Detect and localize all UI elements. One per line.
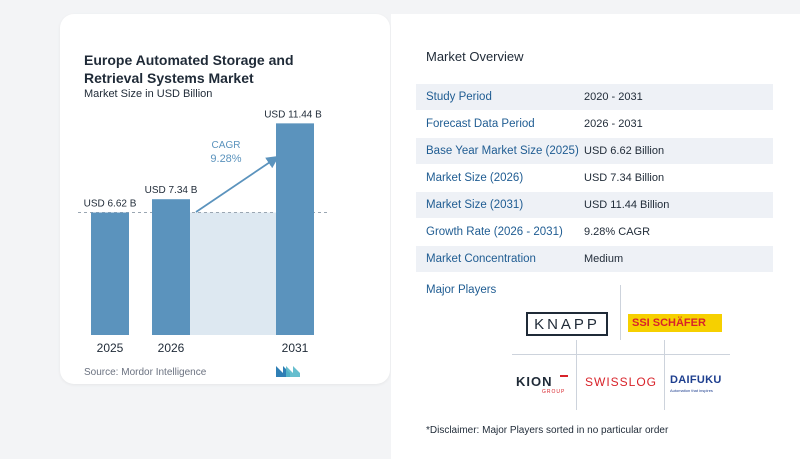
x-tick-label: 2025 xyxy=(97,341,124,355)
bar xyxy=(276,123,314,335)
overview-table: Study Period 2020 - 2031 Forecast Data Pe… xyxy=(416,84,773,273)
kion-accent-icon xyxy=(560,375,568,377)
x-tick-label: 2031 xyxy=(282,341,309,355)
divider xyxy=(620,285,621,340)
bar xyxy=(91,212,129,335)
row-value: 2026 - 2031 xyxy=(584,118,643,130)
row-key: Market Concentration xyxy=(426,253,536,265)
ssi-schaefer-logo: SSI SCHÄFER xyxy=(628,314,722,332)
daifuku-logo-text: DAIFUKU xyxy=(670,374,722,386)
divider xyxy=(576,340,577,410)
daifuku-logo-sub: Automation that inspires xyxy=(670,388,713,393)
cagr-arrow xyxy=(195,155,280,213)
chart-title: Europe Automated Storage and Retrieval S… xyxy=(84,52,294,86)
cagr-value: 9.28% xyxy=(210,153,241,165)
row-value: USD 11.44 Billion xyxy=(584,199,670,211)
kion-logo: KION GROUP xyxy=(516,374,570,398)
row-key: Market Size (2031) xyxy=(426,199,524,211)
major-players-title: Major Players xyxy=(426,284,497,296)
mordor-logo-icon xyxy=(276,366,300,377)
knapp-logo: KNAPP xyxy=(526,312,608,336)
overview-row: Forecast Data Period 2026 - 2031 xyxy=(416,111,773,138)
ssi-logo-prefix: SSI xyxy=(632,317,650,329)
ssi-logo-name: SCHÄFER xyxy=(652,317,706,329)
x-tick-label: 2026 xyxy=(158,341,185,355)
row-key: Growth Rate (2026 - 2031) xyxy=(426,226,563,238)
overview-row: Study Period 2020 - 2031 xyxy=(416,84,773,111)
kion-logo-text: KION xyxy=(516,374,553,389)
row-value: USD 7.34 Billion xyxy=(584,172,665,184)
row-value: 9.28% CAGR xyxy=(584,226,651,238)
swisslog-logo-text: SWISSLOG xyxy=(584,375,657,389)
row-value: USD 6.62 Billion xyxy=(584,145,665,157)
bar xyxy=(152,199,190,335)
row-value: Medium xyxy=(584,253,624,265)
divider xyxy=(664,340,665,410)
data-label: USD 11.44 B xyxy=(264,109,322,120)
chart-subtitle: Market Size in USD Billion xyxy=(84,88,213,100)
overview-title: Market Overview xyxy=(426,49,524,64)
daifuku-logo: DAIFUKU Automation that inspires xyxy=(670,374,730,398)
overview-row: Growth Rate (2026 - 2031) 9.28% CAGR xyxy=(416,219,773,246)
divider xyxy=(512,354,730,355)
overview-row: Base Year Market Size (2025) USD 6.62 Bil… xyxy=(416,138,773,165)
data-label: USD 6.62 B xyxy=(84,199,137,210)
row-key: Forecast Data Period xyxy=(426,118,535,130)
overview-row: Market Size (2031) USD 11.44 Billion xyxy=(416,192,773,219)
source-note: Source: Mordor Intelligence xyxy=(84,367,207,378)
swisslog-logo: SWISSLOG xyxy=(582,372,660,392)
overview-row: Market Concentration Medium xyxy=(416,246,773,273)
row-key: Base Year Market Size (2025) xyxy=(426,145,579,157)
knapp-logo-text: KNAPP xyxy=(534,315,600,333)
kion-logo-sub: GROUP xyxy=(542,389,566,395)
row-key: Study Period xyxy=(426,91,492,103)
cagr-label: CAGR xyxy=(212,140,241,151)
row-key: Market Size (2026) xyxy=(426,172,524,184)
overview-row: Market Size (2026) USD 7.34 Billion xyxy=(416,165,773,192)
data-label: USD 7.34 B xyxy=(145,185,198,196)
row-value: 2020 - 2031 xyxy=(584,91,643,103)
disclaimer: *Disclaimer: Major Players sorted in no … xyxy=(426,425,669,436)
